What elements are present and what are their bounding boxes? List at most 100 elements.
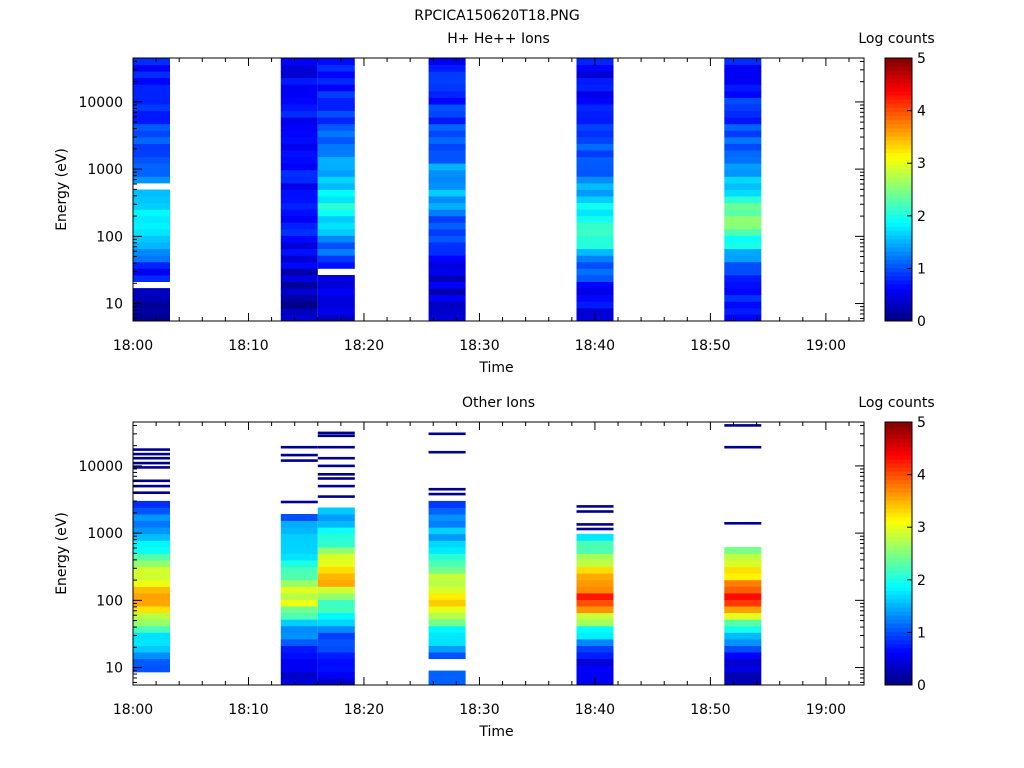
colorbar-swatch [885,103,912,108]
spectrogram-cell [280,301,318,309]
spectrogram-cell [133,104,170,111]
colorbar-swatch [885,611,912,616]
spectrogram-cell [280,593,318,600]
spectrogram-cell [428,275,466,282]
colorbar-swatch [885,668,912,674]
colorbar-swatch [885,296,912,301]
spectrogram-cell [724,566,762,574]
sparse-count-line [280,459,318,462]
colorbar-tick-label: 3 [917,156,926,172]
colorbar-swatch [885,635,912,641]
spectrogram-cell [280,97,318,105]
spectrogram-cell [724,599,762,607]
colorbar-swatch [885,467,912,472]
colorbar-swatch [885,300,912,306]
colorbar-swatch [885,201,912,207]
y-tick-label: 10000 [78,459,123,475]
spectrogram-cell [133,242,170,250]
colorbar-swatch [885,181,912,186]
spectrogram-cell [317,307,355,315]
spectrogram-cell [428,123,466,131]
spectrogram-cell [133,169,170,177]
spectrogram-cell [724,593,762,600]
spectrogram-cell [133,619,170,627]
spectrogram-cell [317,275,355,282]
sparse-count-line [133,491,170,494]
spectrogram-cell [317,196,355,204]
sparse-count-line [576,527,614,531]
colorbar-swatch [885,156,912,162]
spectrogram-cell [280,176,318,184]
spectrogram-cell [317,222,355,230]
spectrogram-cell [724,130,762,138]
x-tick-label: 19:00 [806,338,846,354]
x-axis: 18:00 18:10 18:20 18:30 18:40 18:50 19:00 Time [113,422,850,740]
colorbar-tick-label: 0 [917,314,926,330]
spectrogram-cell [724,268,762,276]
sparse-count-line [576,510,614,513]
spectrogram-cell [724,90,762,98]
spectrogram-cell [576,130,614,138]
spectrogram-cell [317,123,355,131]
spectrogram-cell [724,189,762,197]
spectrogram-cell [428,202,466,210]
colorbar-swatch [885,627,912,633]
spectrogram-cell [133,632,170,640]
x-axis-label: Time [478,724,513,740]
spectrogram-cell [724,222,762,230]
spectrogram-cell [428,566,466,574]
colorbar-swatch [885,242,912,248]
spectrogram-cell [428,176,466,184]
spectrogram-cell [280,58,318,65]
spectrogram-cell [280,307,318,315]
colorbar-swatch [885,168,912,174]
colorbar-swatch [885,90,912,96]
spectrogram-cell [428,84,466,92]
spectrogram-cell [317,156,355,164]
colorbar-swatch [885,304,912,310]
colorbar-swatch [885,532,912,538]
spectrogram-cell [133,639,170,646]
colorbar-swatch [885,288,912,293]
spectrogram-cell [133,658,170,666]
sparse-count-line [317,484,355,488]
colorbar-frame [884,57,913,322]
spectrogram-cell [724,671,762,679]
colorbar-swatch [885,205,912,211]
spectrogram-cell [317,606,355,614]
spectrogram-cell [280,586,318,594]
spectrogram-cell [724,665,762,673]
colorbar-swatch [885,148,912,154]
colorbar-swatch [885,177,912,182]
spectrogram-cell [724,117,762,125]
spectrogram-cell [428,110,466,118]
spectrogram-cell [724,228,762,236]
spectrogram-cell [576,579,614,587]
figure-title: RPCICA150620T18.PNG [414,8,579,24]
sparse-count-line [133,479,170,483]
colorbar-swatch [885,214,912,219]
spectrogram-cell [576,242,614,250]
spectrogram-cell [280,566,318,574]
spectrogram-cell [576,665,614,673]
spectrogram-cell [724,632,762,640]
colorbar-swatch [885,74,912,80]
spectrogram-cell [280,288,318,296]
spectrogram-cell [576,104,614,111]
spectrogram-cell [724,58,762,65]
spectrogram-cell [280,215,318,223]
x-tick-label: 18:40 [575,338,615,354]
sparse-count-line [576,505,614,508]
colorbar-swatch [885,230,912,236]
spectrogram-cell [317,527,355,535]
spectrogram-cell [317,553,355,561]
spectrogram-cell [317,130,355,138]
spectrogram-cell [317,182,355,190]
spectrogram-cell [576,176,614,184]
spectrogram-cell [280,255,318,263]
colorbar-swatch [885,528,912,534]
spectrogram-cell [428,209,466,217]
colorbar-swatch [885,512,912,518]
